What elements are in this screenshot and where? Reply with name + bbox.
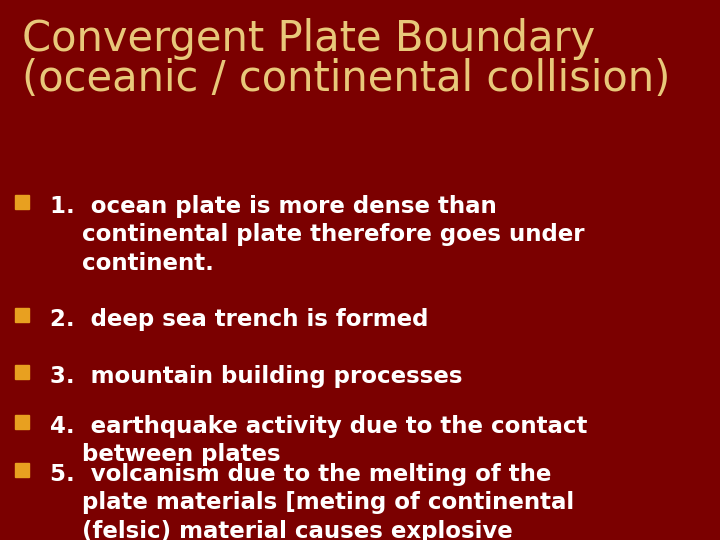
Text: 2.  deep sea trench is formed: 2. deep sea trench is formed [50,308,428,331]
Text: 5.  volcanism due to the melting of the
    plate materials [meting of continent: 5. volcanism due to the melting of the p… [50,463,574,540]
Bar [15,308,29,322]
Text: (oceanic / continental collision): (oceanic / continental collision) [22,58,670,100]
Text: 4.  earthquake activity due to the contact
    between plates: 4. earthquake activity due to the contac… [50,415,588,467]
Bar [15,195,29,209]
Text: Convergent Plate Boundary: Convergent Plate Boundary [22,18,595,60]
Text: 1.  ocean plate is more dense than
    continental plate therefore goes under
  : 1. ocean plate is more dense than contin… [50,195,585,275]
Bar [15,365,29,379]
Bar [15,463,29,477]
Text: 3.  mountain building processes: 3. mountain building processes [50,365,462,388]
Bar [15,415,29,429]
